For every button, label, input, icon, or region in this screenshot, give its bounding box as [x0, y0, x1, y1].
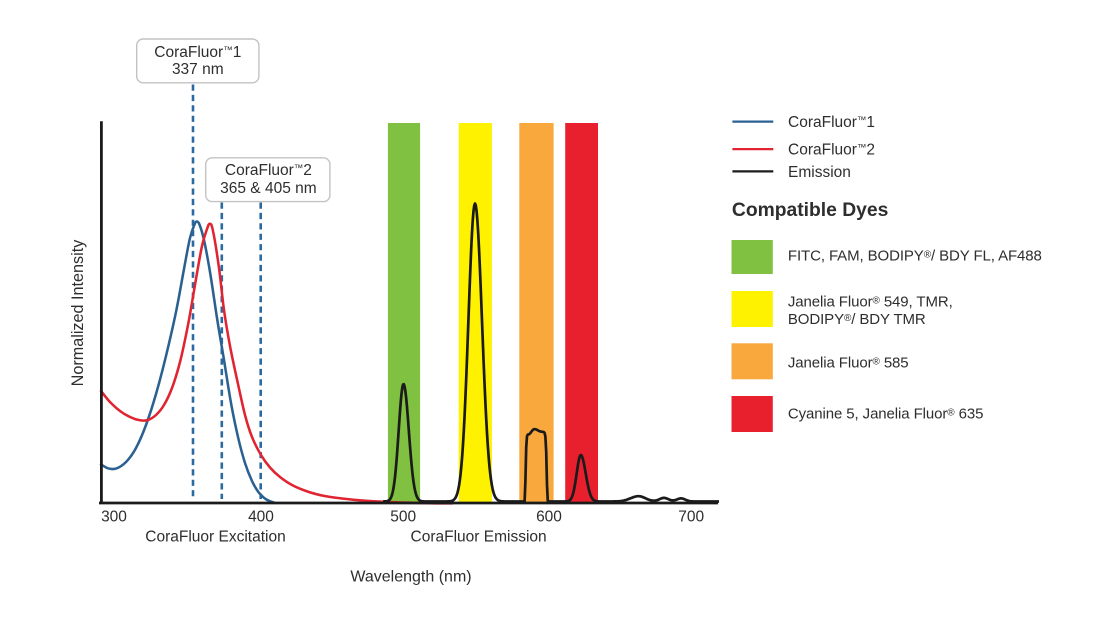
svg-text:Emission: Emission — [788, 164, 851, 181]
svg-text:CoraFluor™2: CoraFluor™2 — [788, 142, 875, 159]
svg-text:400: 400 — [248, 508, 274, 525]
svg-text:Janelia Fluor® 585: Janelia Fluor® 585 — [788, 355, 909, 372]
svg-text:Cyanine 5, Janelia Fluor® 635: Cyanine 5, Janelia Fluor® 635 — [788, 406, 983, 423]
svg-text:Normalized Intensity: Normalized Intensity — [69, 239, 87, 387]
svg-text:CoraFluor Emission: CoraFluor Emission — [411, 529, 547, 546]
svg-text:Wavelength (nm): Wavelength (nm) — [350, 569, 471, 586]
svg-text:Compatible Dyes: Compatible Dyes — [732, 200, 888, 221]
svg-text:CoraFluor™2: CoraFluor™2 — [225, 162, 312, 179]
svg-text:CoraFluor™1: CoraFluor™1 — [154, 44, 241, 61]
svg-text:700: 700 — [678, 508, 704, 525]
svg-text:CoraFluor™1: CoraFluor™1 — [788, 114, 875, 131]
svg-text:500: 500 — [390, 508, 416, 525]
svg-text:600: 600 — [536, 508, 562, 525]
svg-text:CoraFluor Excitation: CoraFluor Excitation — [145, 529, 285, 546]
svg-text:Janelia Fluor® 549, TMR,: Janelia Fluor® 549, TMR, — [788, 294, 953, 311]
svg-text:300: 300 — [101, 508, 127, 525]
svg-text:337 nm: 337 nm — [172, 61, 224, 78]
svg-text:365 & 405 nm: 365 & 405 nm — [220, 180, 317, 197]
svg-text:BODIPY®/ BDY TMR: BODIPY®/ BDY TMR — [788, 311, 926, 328]
svg-text:FITC, FAM, BODIPY®/ BDY FL, AF: FITC, FAM, BODIPY®/ BDY FL, AF488 — [788, 248, 1042, 265]
